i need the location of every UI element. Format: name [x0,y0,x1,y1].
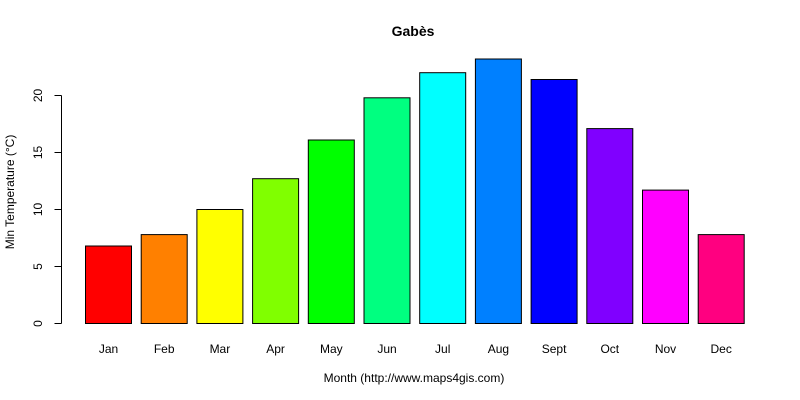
x-tick-label: Apr [266,342,285,356]
x-tick-label: Sept [542,342,567,356]
x-axis-label: Month (http://www.maps4gis.com) [324,371,505,385]
x-tick-label: Feb [154,342,175,356]
bar-dec [697,234,745,325]
x-tick-labels: Jan Feb Mar Apr May Jun Jul Aug Sept Oct Nov Dec [99,342,732,356]
x-tick-label: Mar [210,342,231,356]
bar-jan [85,245,132,324]
x-tick-label: Jul [435,342,450,356]
y-axis-label: Min Temperature (°C) [3,135,17,250]
y-tick-label: 20 [31,89,45,103]
bar-sept [530,79,578,324]
y-tick-label: 15 [31,146,45,160]
y-tick-label: 5 [31,263,45,270]
bar-oct [586,128,634,324]
x-tick-label: Aug [488,342,509,356]
bar-may [307,139,355,324]
x-tick-label: Dec [711,342,732,356]
y-axis: 0 5 10 15 20 [31,89,62,327]
y-tick-label: 10 [31,203,45,217]
bar-mar [196,209,244,324]
bar-jun [363,97,411,324]
bar-feb [140,234,188,325]
bar-apr [252,178,300,324]
y-tick-label: 0 [31,320,45,327]
x-tick-label: Jan [99,342,118,356]
x-tick-label: May [320,342,343,356]
bar-jul [419,72,467,324]
bar-nov [642,189,689,324]
x-tick-label: Oct [600,342,619,356]
x-tick-label: Jun [377,342,396,356]
chart-title: Gabès [392,23,435,39]
bars-group [85,58,745,325]
bar-aug [474,58,522,324]
x-tick-label: Nov [655,342,676,356]
